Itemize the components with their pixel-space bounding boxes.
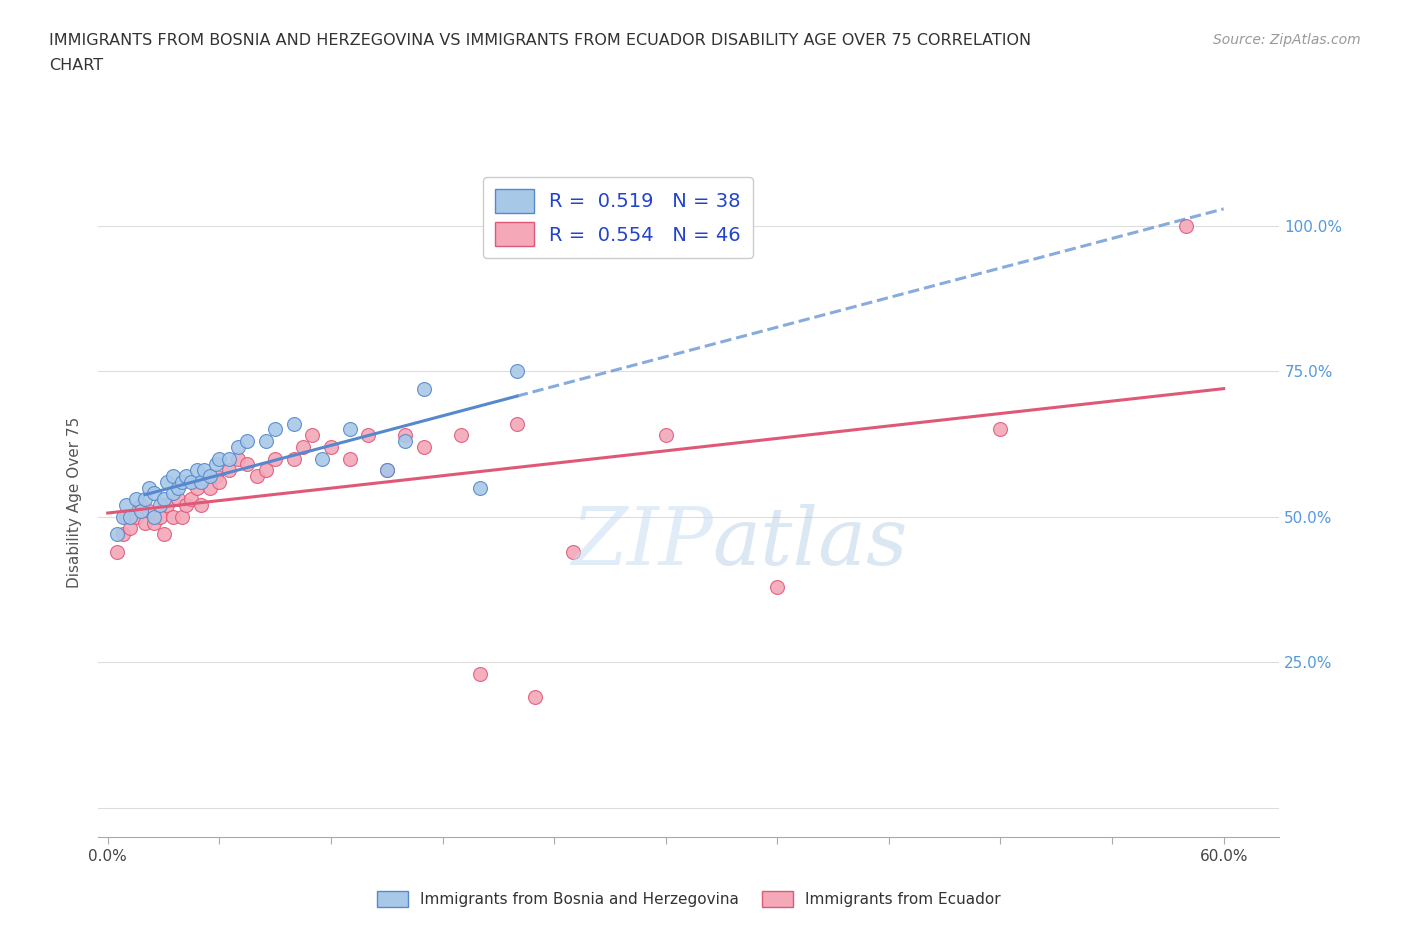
Point — [180, 474, 202, 489]
Point — [143, 486, 166, 501]
Point — [152, 492, 174, 507]
Point — [180, 492, 202, 507]
Point — [204, 469, 226, 484]
Text: ZIP: ZIP — [571, 504, 713, 581]
Text: IMMIGRANTS FROM BOSNIA AND HERZEGOVINA VS IMMIGRANTS FROM ECUADOR DISABILITY AGE: IMMIGRANTS FROM BOSNIA AND HERZEGOVINA V… — [49, 33, 1032, 47]
Point — [198, 480, 221, 495]
Point — [226, 451, 249, 466]
Point — [339, 422, 361, 437]
Legend: R =  0.519   N = 38, R =  0.554   N = 46: R = 0.519 N = 38, R = 0.554 N = 46 — [484, 177, 752, 258]
Legend: Immigrants from Bosnia and Herzegovina, Immigrants from Ecuador: Immigrants from Bosnia and Herzegovina, … — [371, 884, 1007, 913]
Point — [375, 463, 398, 478]
Point — [105, 544, 128, 559]
Point — [124, 510, 146, 525]
Point — [162, 486, 184, 501]
Point — [319, 440, 342, 455]
Text: atlas: atlas — [713, 504, 908, 581]
Point — [134, 492, 156, 507]
Point — [218, 463, 240, 478]
Point — [193, 463, 215, 478]
Point — [208, 451, 231, 466]
Point — [264, 422, 287, 437]
Point — [138, 480, 160, 495]
Point — [506, 364, 529, 379]
Point — [172, 510, 194, 525]
Point — [167, 480, 190, 495]
Point — [236, 457, 259, 472]
Point — [129, 498, 152, 512]
Point — [245, 469, 267, 484]
Point — [394, 433, 416, 448]
Point — [149, 510, 172, 525]
Point — [339, 451, 361, 466]
Point — [186, 463, 208, 478]
Point — [129, 503, 152, 518]
Point — [468, 480, 491, 495]
Point — [654, 428, 676, 443]
Point — [524, 690, 547, 705]
Point — [190, 474, 212, 489]
Point — [766, 579, 789, 594]
Point — [149, 498, 172, 512]
Point — [1175, 219, 1198, 233]
Point — [236, 433, 259, 448]
Point — [226, 440, 249, 455]
Point — [162, 469, 184, 484]
Point — [190, 498, 212, 512]
Point — [118, 510, 141, 525]
Point — [115, 510, 138, 525]
Y-axis label: Disability Age Over 75: Disability Age Over 75 — [67, 417, 83, 588]
Point — [143, 510, 166, 525]
Point — [111, 526, 134, 541]
Point — [311, 451, 333, 466]
Point — [186, 480, 208, 495]
Text: CHART: CHART — [49, 58, 103, 73]
Point — [156, 498, 179, 512]
Point — [105, 526, 128, 541]
Point — [172, 474, 194, 489]
Point — [412, 440, 434, 455]
Point — [218, 451, 240, 466]
Point — [118, 521, 141, 536]
Text: Source: ZipAtlas.com: Source: ZipAtlas.com — [1213, 33, 1361, 46]
Point — [124, 492, 146, 507]
Point — [450, 428, 472, 443]
Point — [357, 428, 380, 443]
Point — [412, 381, 434, 396]
Point — [156, 474, 179, 489]
Point — [292, 440, 315, 455]
Point — [152, 526, 174, 541]
Point — [283, 416, 305, 431]
Point — [134, 515, 156, 530]
Point — [561, 544, 583, 559]
Point — [111, 510, 134, 525]
Point — [174, 498, 197, 512]
Point — [264, 451, 287, 466]
Point — [394, 428, 416, 443]
Point — [301, 428, 323, 443]
Point — [208, 474, 231, 489]
Point — [143, 515, 166, 530]
Point — [115, 498, 138, 512]
Point — [468, 667, 491, 682]
Point — [174, 469, 197, 484]
Point — [375, 463, 398, 478]
Point — [204, 457, 226, 472]
Point — [283, 451, 305, 466]
Point — [254, 463, 277, 478]
Point — [138, 503, 160, 518]
Point — [198, 469, 221, 484]
Point — [990, 422, 1012, 437]
Point — [167, 492, 190, 507]
Point — [506, 416, 529, 431]
Point — [162, 510, 184, 525]
Point — [254, 433, 277, 448]
